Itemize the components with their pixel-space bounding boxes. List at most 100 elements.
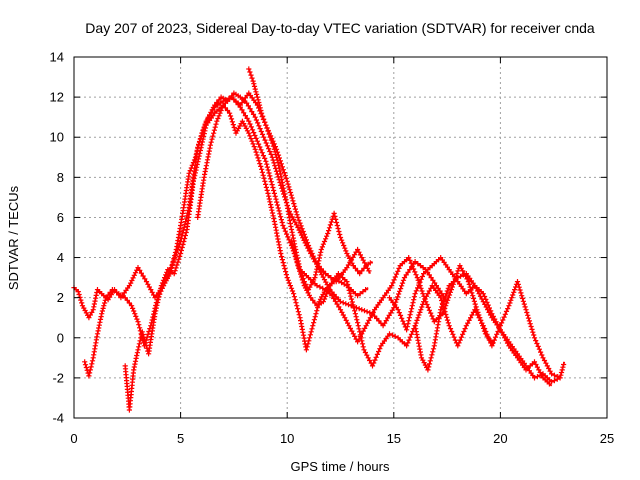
data-point-marker bbox=[475, 312, 481, 318]
data-point-marker bbox=[136, 341, 142, 347]
data-point-marker bbox=[449, 328, 455, 335]
data-point-marker bbox=[308, 329, 314, 335]
y-tick-label: 8 bbox=[57, 170, 64, 185]
data-point-marker bbox=[522, 304, 528, 310]
data-point-marker bbox=[560, 364, 566, 370]
data-point-marker bbox=[131, 272, 137, 278]
data-point-marker bbox=[535, 343, 541, 349]
data-point-marker bbox=[271, 146, 277, 152]
data-point-marker bbox=[442, 309, 448, 315]
data-point-marker bbox=[291, 247, 297, 254]
data-point-marker bbox=[326, 285, 332, 291]
data-point-marker bbox=[531, 335, 538, 341]
data-point-marker bbox=[216, 113, 222, 119]
data-point-marker bbox=[465, 320, 471, 326]
data-point-marker bbox=[360, 257, 366, 263]
data-point-marker bbox=[100, 305, 106, 311]
x-tick-label: 15 bbox=[387, 431, 401, 446]
data-point-marker bbox=[405, 321, 411, 327]
data-point-marker bbox=[263, 122, 269, 128]
data-point-marker bbox=[294, 303, 300, 309]
data-point-marker bbox=[289, 195, 295, 201]
data-point-marker bbox=[135, 265, 141, 271]
data-point-marker bbox=[485, 307, 491, 313]
data-point-marker bbox=[228, 116, 235, 122]
series-track-8 bbox=[412, 271, 553, 387]
data-point-marker bbox=[169, 262, 175, 268]
data-point-marker bbox=[489, 343, 495, 349]
data-point-marker bbox=[288, 285, 295, 291]
data-point-marker bbox=[270, 184, 276, 191]
data-point-marker bbox=[500, 332, 506, 338]
data-point-marker bbox=[359, 338, 365, 344]
data-point-marker bbox=[260, 172, 266, 178]
data-point-marker bbox=[452, 337, 458, 343]
data-point-marker bbox=[526, 318, 532, 324]
data-point-marker bbox=[482, 326, 488, 332]
data-point-marker bbox=[262, 155, 268, 161]
data-point-marker bbox=[439, 304, 445, 310]
data-point-marker bbox=[261, 116, 267, 122]
data-point-marker bbox=[438, 307, 444, 313]
data-point-marker bbox=[392, 274, 398, 280]
data-point-marker bbox=[445, 285, 451, 291]
data-point-marker bbox=[301, 231, 307, 237]
data-point-marker bbox=[531, 359, 538, 365]
data-point-marker bbox=[171, 256, 177, 262]
data-point-marker bbox=[143, 279, 150, 285]
data-point-marker bbox=[537, 369, 543, 376]
data-point-marker bbox=[352, 333, 358, 339]
data-point-marker bbox=[455, 343, 461, 349]
data-point-marker bbox=[351, 305, 357, 311]
data-point-marker bbox=[292, 203, 298, 209]
data-point-marker bbox=[208, 139, 214, 145]
data-point-marker bbox=[377, 346, 383, 352]
data-point-marker bbox=[465, 279, 471, 285]
data-point-marker bbox=[191, 175, 197, 182]
data-point-marker bbox=[291, 201, 297, 207]
data-point-marker bbox=[201, 133, 207, 139]
data-point-marker bbox=[531, 332, 537, 338]
data-point-marker bbox=[291, 294, 297, 300]
data-point-marker bbox=[320, 241, 326, 247]
data-point-marker bbox=[158, 283, 164, 289]
data-point-marker bbox=[476, 315, 482, 321]
data-point-marker bbox=[264, 161, 270, 167]
data-point-marker bbox=[197, 147, 203, 154]
data-point-marker bbox=[345, 302, 352, 308]
data-point-marker bbox=[137, 325, 143, 331]
data-point-marker bbox=[499, 329, 505, 335]
data-point-marker bbox=[411, 266, 417, 272]
data-point-marker bbox=[310, 253, 316, 259]
data-point-marker bbox=[246, 66, 252, 72]
data-point-marker bbox=[87, 370, 93, 376]
data-point-marker bbox=[310, 323, 316, 329]
data-point-marker bbox=[297, 268, 303, 274]
data-point-marker bbox=[417, 279, 423, 285]
data-point-marker bbox=[543, 360, 549, 366]
data-point-marker bbox=[241, 110, 247, 116]
data-point-marker bbox=[75, 289, 81, 295]
data-point-marker bbox=[514, 279, 521, 285]
data-point-marker bbox=[278, 161, 284, 167]
data-point-marker bbox=[447, 326, 454, 332]
data-point-marker bbox=[82, 362, 89, 368]
data-point-marker bbox=[303, 237, 309, 243]
chart-title: Day 207 of 2023, Sidereal Day-to-day VTE… bbox=[85, 20, 595, 36]
data-point-marker bbox=[129, 303, 135, 309]
data-point-marker bbox=[173, 265, 179, 271]
data-point-marker bbox=[466, 317, 472, 323]
data-point-marker bbox=[413, 272, 419, 278]
data-point-marker bbox=[159, 280, 166, 286]
y-tick-label: 0 bbox=[57, 330, 64, 345]
data-point-marker bbox=[324, 291, 330, 297]
data-point-marker bbox=[352, 308, 358, 314]
x-tick-label: 25 bbox=[600, 431, 614, 446]
data-point-marker bbox=[273, 196, 279, 202]
data-point-marker bbox=[302, 234, 308, 240]
data-point-marker bbox=[354, 317, 360, 323]
data-point-marker bbox=[264, 187, 270, 193]
data-point-marker bbox=[516, 284, 522, 290]
data-point-marker bbox=[332, 298, 338, 304]
data-point-marker bbox=[347, 325, 353, 331]
